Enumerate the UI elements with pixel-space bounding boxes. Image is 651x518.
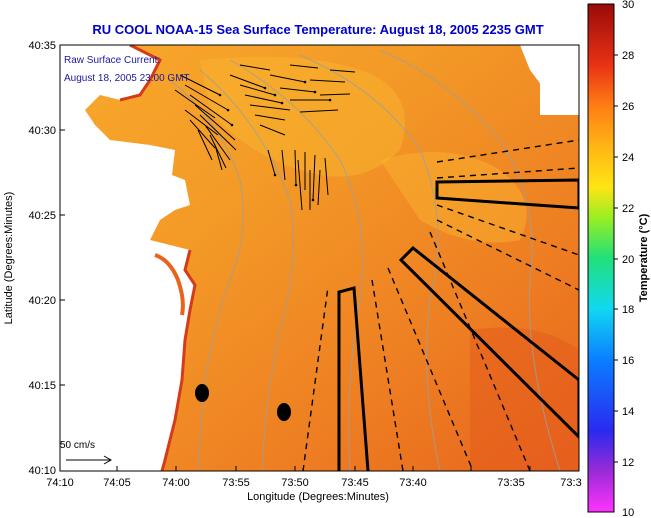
y-tick-label: 40:20 bbox=[28, 295, 56, 307]
y-tick-label: 40:15 bbox=[28, 380, 56, 392]
x-tick-marks bbox=[116, 466, 531, 471]
y-axis-label: Latitude (Degrees:Minutes) bbox=[3, 192, 15, 325]
colorbar bbox=[587, 3, 615, 513]
y-tick-marks bbox=[60, 129, 65, 386]
x-tick-label: 73:3 bbox=[560, 477, 581, 489]
colorbar-tick-marks bbox=[614, 54, 618, 463]
coastline bbox=[154, 253, 185, 316]
current-label: Raw Surface Current: bbox=[64, 55, 160, 66]
colorbar-label: Temperature (°C) bbox=[638, 213, 650, 302]
colorbar-tick: 14 bbox=[622, 406, 634, 418]
warm-patch bbox=[470, 327, 579, 471]
x-tick-label: 74:05 bbox=[103, 477, 131, 489]
coastline bbox=[119, 45, 163, 102]
map-area: Raw Surface Current: August 18, 2005 23:… bbox=[60, 45, 579, 471]
x-tick-label: 74:10 bbox=[46, 477, 74, 489]
marker-dot bbox=[277, 403, 291, 421]
warm-patch bbox=[200, 56, 405, 177]
warm-patch bbox=[380, 152, 527, 243]
colorbar-tick: 16 bbox=[622, 355, 634, 367]
x-tick-label: 73:55 bbox=[222, 477, 250, 489]
scale-arrow bbox=[66, 455, 113, 465]
bathymetry-contours bbox=[169, 49, 561, 471]
x-tick-label: 73:35 bbox=[497, 477, 525, 489]
colorbar-tick: 30 bbox=[622, 0, 634, 11]
colorbar-tick: 20 bbox=[622, 254, 634, 266]
colorbar-tick: 22 bbox=[622, 203, 634, 215]
colorbar-tick: 12 bbox=[622, 457, 634, 469]
colorbar-tick: 24 bbox=[622, 152, 634, 164]
x-axis-label: Longitude (Degrees:Minutes) bbox=[247, 491, 389, 503]
x-tick-label: 73:40 bbox=[399, 477, 427, 489]
y-ticks: 40:35 40:30 40:25 40:20 40:15 40:10 bbox=[28, 40, 56, 477]
current-time: August 18, 2005 23:00 GMT bbox=[64, 73, 190, 84]
x-tick-label: 73:50 bbox=[281, 477, 309, 489]
colorbar-ticks: 30 28 26 24 22 20 18 16 14 12 10 bbox=[622, 0, 634, 518]
colorbar-tick: 28 bbox=[622, 50, 634, 62]
colorbar-tick: 10 bbox=[622, 507, 634, 518]
x-tick-label: 74:00 bbox=[162, 477, 190, 489]
coastline bbox=[160, 249, 197, 471]
scale-label: 50 cm/s bbox=[60, 440, 95, 451]
y-tick-label: 40:35 bbox=[28, 40, 56, 52]
current-vectors bbox=[174, 64, 356, 211]
dashed-tracks bbox=[302, 139, 579, 471]
y-tick-label: 40:30 bbox=[28, 125, 56, 137]
land-mass bbox=[520, 45, 579, 115]
land-mass bbox=[60, 45, 195, 471]
figure-title: RU COOL NOAA-15 Sea Surface Temperature:… bbox=[92, 22, 543, 37]
y-tick-label: 40:25 bbox=[28, 210, 56, 222]
map-frame bbox=[59, 44, 580, 472]
x-tick-label: 73:45 bbox=[341, 477, 369, 489]
colorbar-tick: 26 bbox=[622, 101, 634, 113]
arrowheads bbox=[218, 80, 332, 202]
marker-dot bbox=[195, 384, 209, 402]
y-tick-label: 40:10 bbox=[28, 465, 56, 477]
colorbar-tick: 18 bbox=[622, 304, 634, 316]
x-ticks: 74:10 74:05 74:00 73:55 73:50 73:45 73:4… bbox=[46, 477, 581, 489]
survey-tracks bbox=[337, 178, 579, 471]
